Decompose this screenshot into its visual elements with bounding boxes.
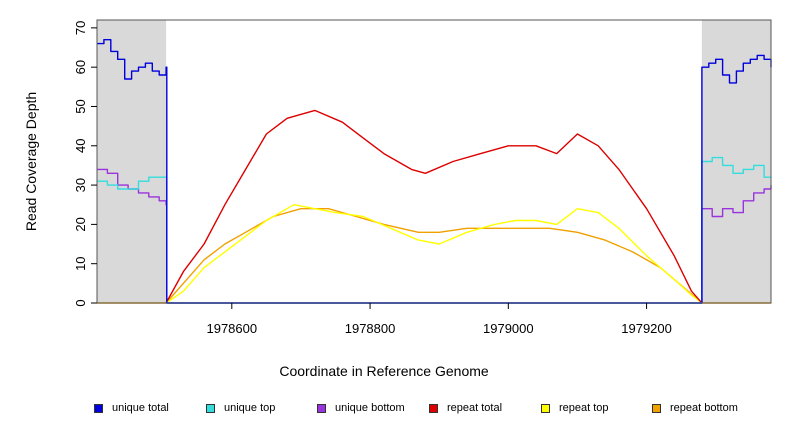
legend-item-repeat-total: repeat total (429, 402, 502, 414)
coverage-chart: 0 10 20 30 40 50 60 70 1978600 1978800 1979000 1979… (23, 19, 772, 379)
legend-label: unique total (112, 402, 169, 414)
legend-swatch (94, 403, 103, 413)
legend-item-unique-top: unique top (206, 402, 275, 414)
legend-swatch (429, 403, 438, 413)
series-line-repeat-bottom (97, 208, 771, 304)
x-tick-label-1979200: 1979200 (621, 321, 672, 336)
legend-swatch (652, 403, 661, 413)
legend-label: repeat total (447, 402, 503, 414)
plot-area (97, 20, 771, 303)
x-axis-title: Coordinate in Reference Genome (279, 363, 489, 379)
legend-swatch (541, 403, 550, 413)
legend-item-unique-bottom: unique bottom (317, 402, 405, 414)
legend: unique total unique top unique bottom repea… (0, 396, 792, 420)
series-line-repeat-total (165, 109, 703, 304)
y-tick-label-20: 20 (73, 217, 88, 231)
shaded-region-0 (97, 20, 167, 303)
x-tick-label-1978600: 1978600 (206, 321, 257, 336)
legend-item-repeat-top: repeat top (541, 402, 609, 414)
x-tick-label-1978800: 1978800 (345, 321, 396, 336)
shaded-region-1 (701, 20, 771, 303)
y-tick-label-60: 60 (73, 60, 88, 74)
legend-label: repeat top (559, 402, 609, 414)
y-tick-label-70: 70 (73, 21, 88, 35)
legend-swatch (206, 403, 215, 413)
plot-frame (96, 19, 772, 304)
legend-label: unique bottom (335, 402, 405, 414)
x-tick-label-1979000: 1979000 (483, 321, 534, 336)
y-tick-label-50: 50 (73, 99, 88, 113)
legend-item-unique-total: unique total (94, 402, 169, 414)
y-tick-label-40: 40 (73, 139, 88, 153)
y-tick-label-30: 30 (73, 178, 88, 192)
y-tick-label-10: 10 (73, 256, 88, 270)
legend-item-repeat-bottom: repeat bottom (652, 402, 738, 414)
y-axis-title: Read Coverage Depth (23, 92, 39, 231)
y-tick-label-0: 0 (73, 299, 88, 306)
legend-swatch (317, 403, 326, 413)
legend-label: repeat bottom (670, 402, 738, 414)
series-line-repeat-top (165, 204, 703, 304)
legend-label: unique top (224, 402, 276, 414)
